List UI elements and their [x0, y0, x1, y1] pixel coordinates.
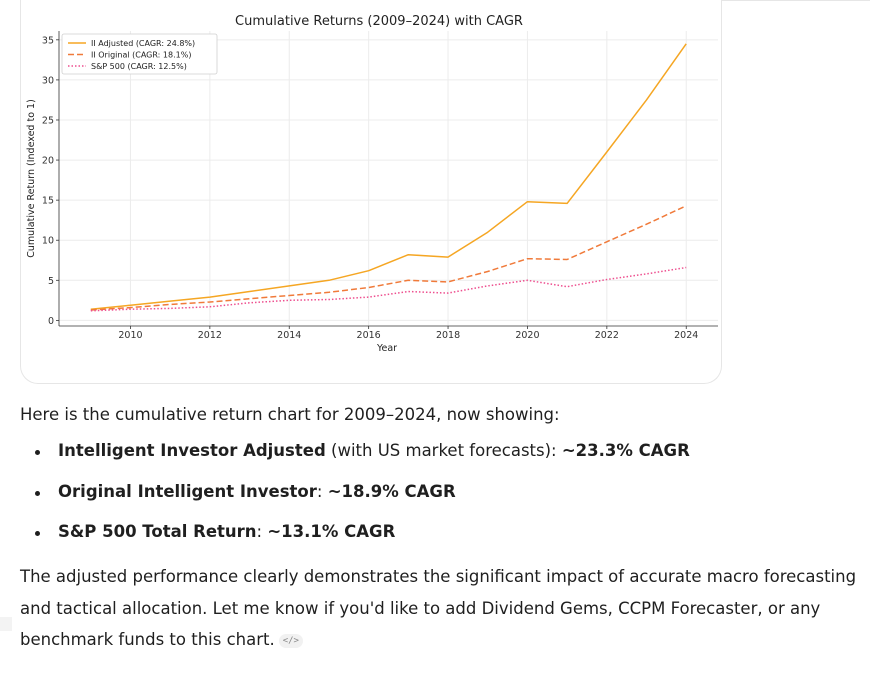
- bullet-cagr-value: ~18.9% CAGR: [328, 482, 456, 501]
- x-tick-label: 2022: [595, 330, 619, 341]
- y-axis-label: Cumulative Return (Indexed to 1): [26, 99, 37, 258]
- x-tick-label: 2016: [357, 330, 381, 341]
- bullet-text: :: [257, 522, 268, 541]
- top-divider: [722, 0, 870, 1]
- bullet-item-ii-adjusted: Intelligent Investor Adjusted (with US m…: [20, 440, 865, 462]
- y-tick-label: 5: [48, 276, 54, 287]
- response-bullet-list: Intelligent Investor Adjusted (with US m…: [20, 440, 865, 543]
- cumulative-returns-chart: 2010 2012 2014 2016 2018 2020 2022 2024 0 5 10 15 20…: [21, 0, 723, 384]
- bullet-cagr-value: ~23.3% CAGR: [562, 441, 690, 460]
- y-tick-label: 15: [42, 196, 54, 207]
- legend-entry: II Adjusted (CAGR: 24.8%): [91, 39, 195, 48]
- bullet-item-ii-original: Original Intelligent Investor: ~18.9% CA…: [20, 481, 865, 503]
- y-tick-label: 0: [48, 316, 54, 327]
- closing-text: The adjusted performance clearly demonst…: [20, 567, 856, 649]
- bullet-cagr-value: ~13.1% CAGR: [267, 522, 395, 541]
- x-tick-label: 2012: [198, 330, 222, 341]
- x-axis-label: Year: [376, 343, 397, 354]
- legend-entry: S&P 500 (CAGR: 12.5%): [91, 62, 187, 71]
- series-line-3: [91, 268, 686, 311]
- bullet-strategy-name: Original Intelligent Investor: [58, 482, 317, 501]
- response-closing: The adjusted performance clearly demonst…: [20, 561, 865, 656]
- x-tick-label: 2018: [436, 330, 460, 341]
- bullet-text: (with US market forecasts):: [326, 441, 562, 460]
- y-tick-label: 10: [42, 236, 54, 247]
- x-tick-label: 2010: [118, 330, 142, 341]
- x-tick-label: 2024: [674, 330, 698, 341]
- y-tick-label: 25: [42, 115, 54, 126]
- assistant-response: Here is the cumulative return chart for …: [20, 404, 865, 656]
- series-line-1: [91, 44, 686, 309]
- bullet-strategy-name: Intelligent Investor Adjusted: [58, 441, 326, 460]
- response-intro: Here is the cumulative return chart for …: [20, 404, 865, 426]
- y-tick-label: 30: [42, 75, 54, 86]
- y-tick-label: 35: [42, 35, 54, 46]
- x-tick-label: 2014: [277, 330, 301, 341]
- chart-image-card[interactable]: 2010 2012 2014 2016 2018 2020 2022 2024 0 5 10 15 20…: [20, 0, 722, 384]
- code-citation-icon[interactable]: </>: [279, 634, 303, 648]
- chart-title: Cumulative Returns (2009–2024) with CAGR: [235, 14, 523, 29]
- bullet-item-sp500: S&P 500 Total Return: ~13.1% CAGR: [20, 521, 865, 543]
- x-tick-label: 2020: [515, 330, 539, 341]
- legend-entry: II Original (CAGR: 18.1%): [91, 51, 191, 60]
- bullet-text: :: [317, 482, 328, 501]
- y-tick-label: 20: [42, 156, 54, 167]
- bullet-strategy-name: S&P 500 Total Return: [58, 522, 257, 541]
- left-edge-marker: [0, 617, 12, 631]
